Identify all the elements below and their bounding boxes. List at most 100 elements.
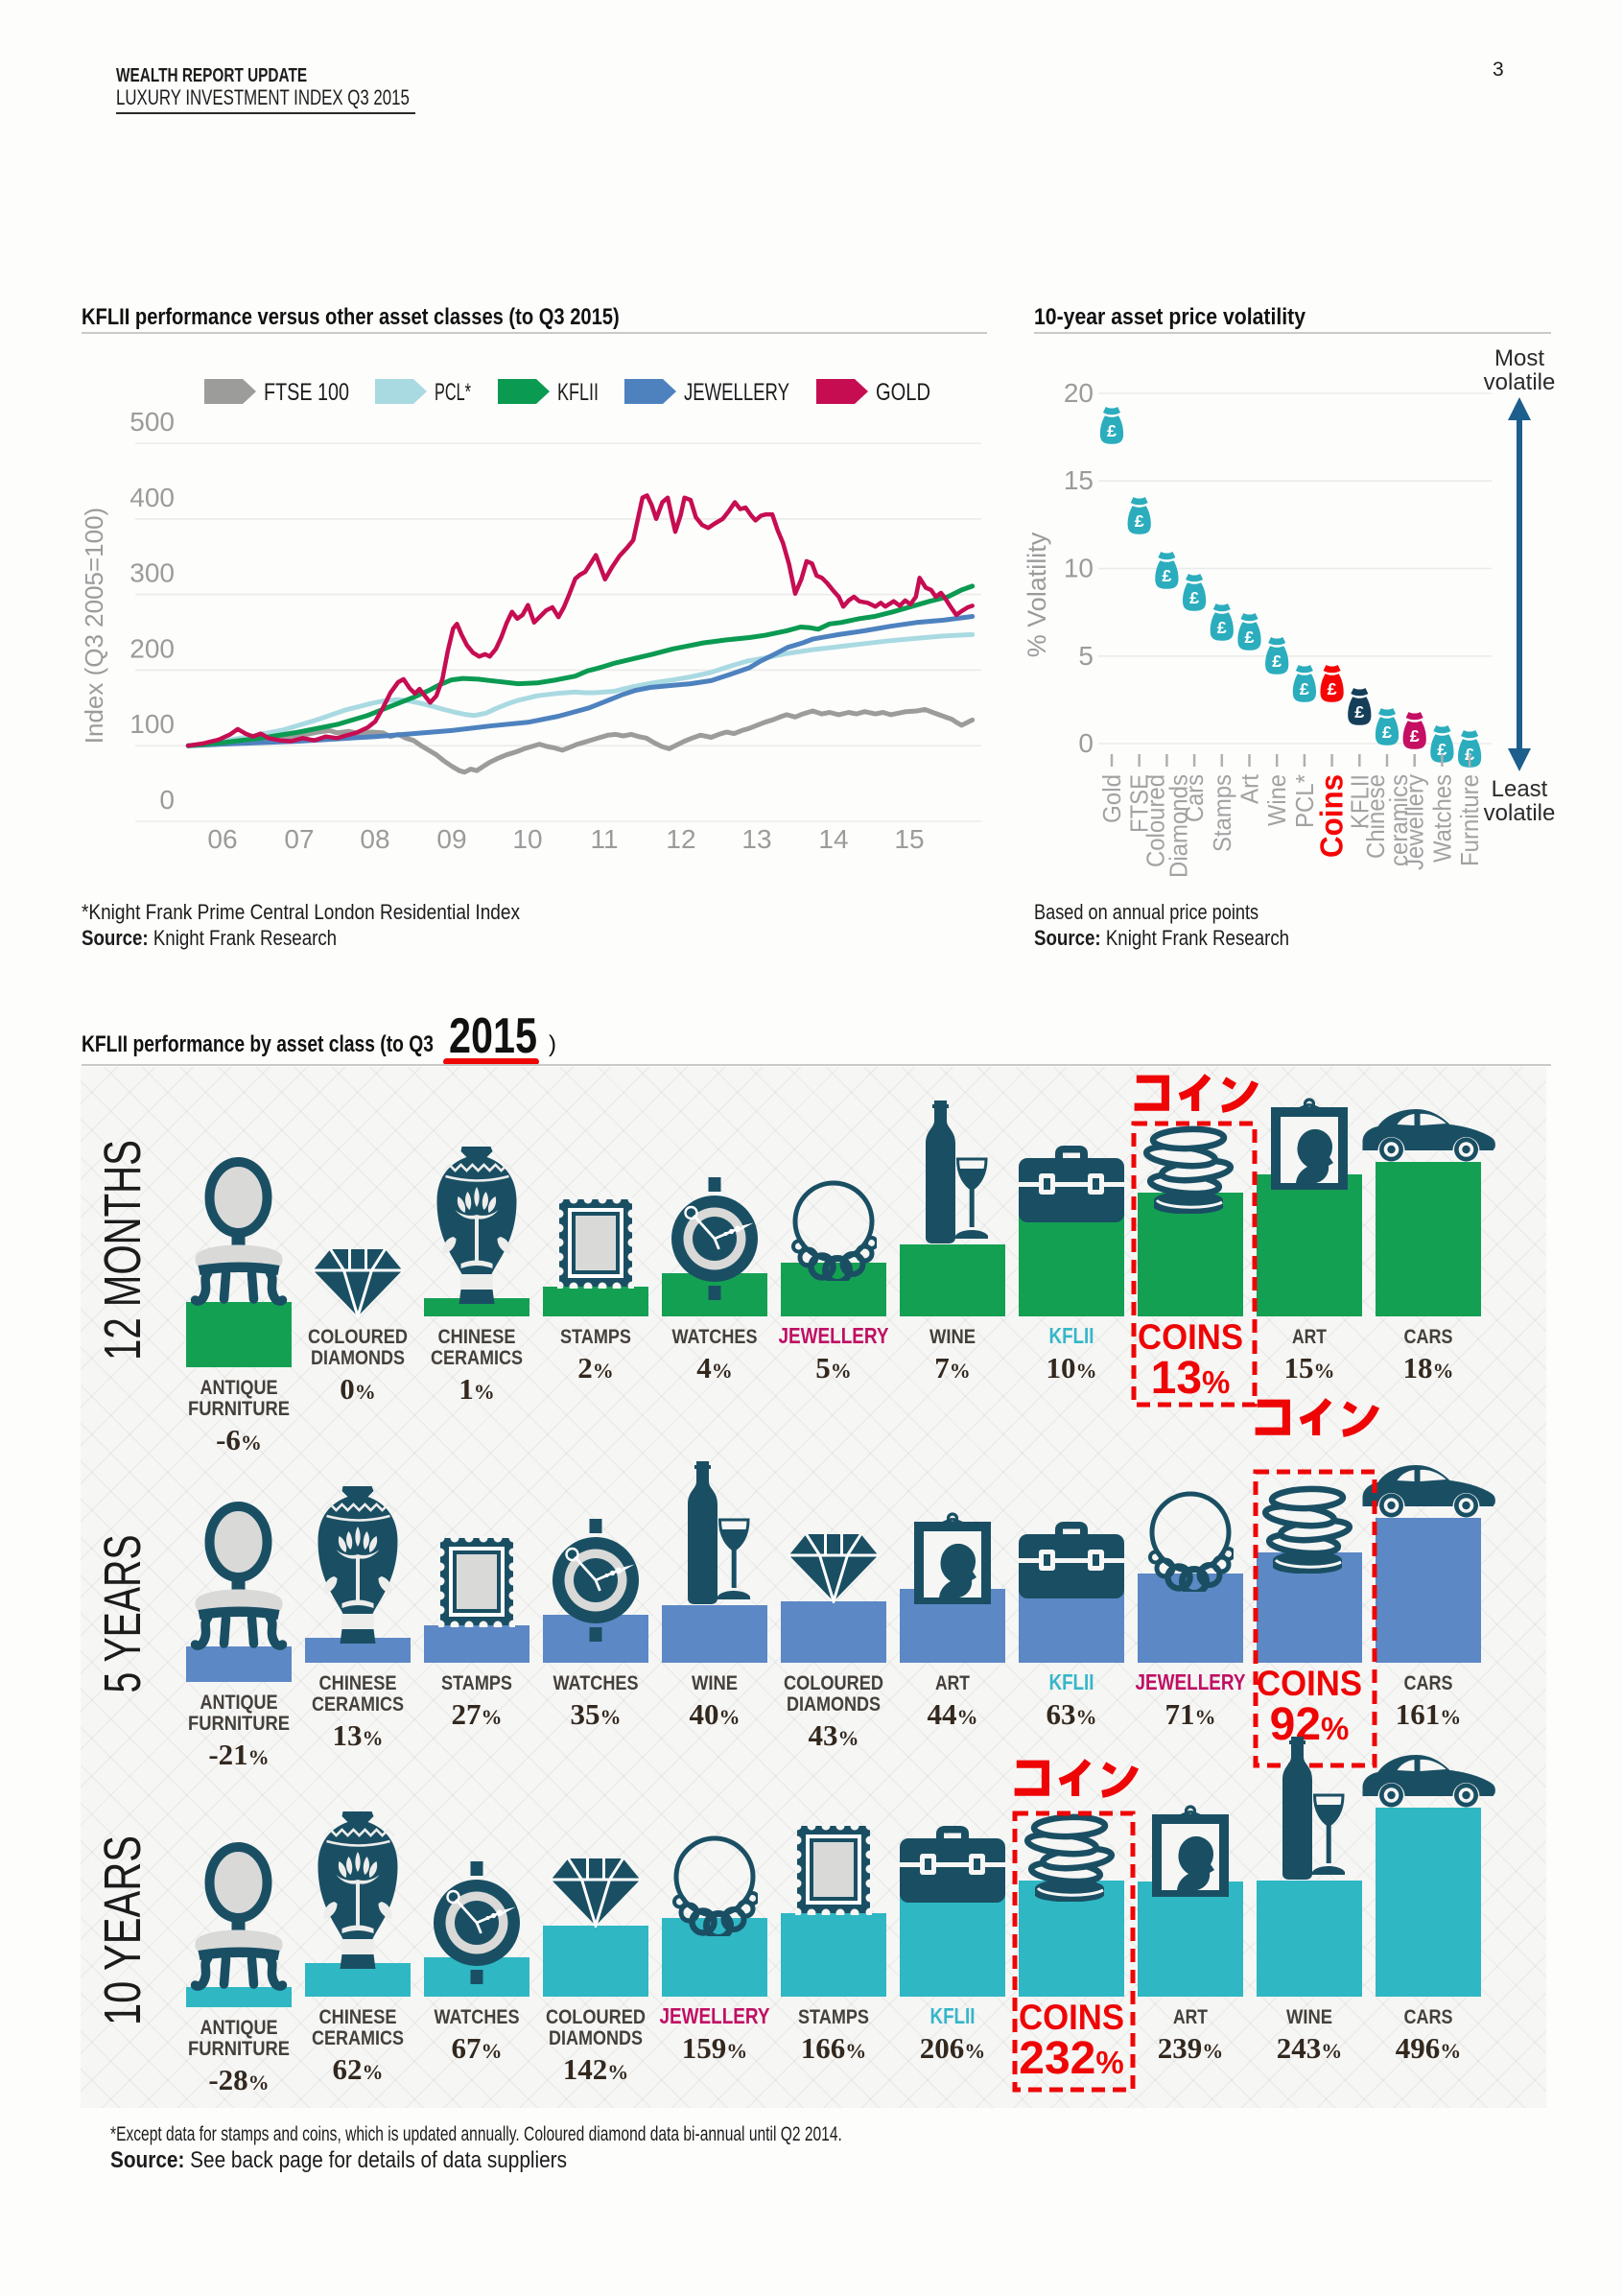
svg-text:300: 300 [129,558,175,588]
svg-text:10: 10 [512,824,542,854]
svg-text:KFLII: KFLII [930,2003,976,2028]
svg-text:239%: 239% [1158,2031,1224,2065]
svg-text:0: 0 [1078,728,1094,758]
svg-text:DIAMONDS: DIAMONDS [311,1346,405,1369]
svg-text:10%: 10% [1047,1351,1097,1385]
svg-text:1%: 1% [459,1372,495,1406]
svg-text:43%: 43% [809,1718,859,1752]
svg-text:496%: 496% [1396,2031,1462,2065]
svg-text:KFLII: KFLII [557,379,599,406]
svg-text:CHINESE: CHINESE [319,1671,397,1694]
svg-text:DIAMONDS: DIAMONDS [787,1692,881,1716]
svg-text:PCL*: PCL* [1290,774,1319,828]
svg-text:08: 08 [360,824,389,854]
svg-text:% Volatility: % Volatility [1023,532,1051,657]
svg-text:2%: 2% [577,1351,614,1385]
svg-text:ART: ART [935,1671,970,1694]
svg-text:volatile: volatile [1484,369,1556,395]
svg-text:35%: 35% [571,1697,622,1731]
svg-text:0%: 0% [340,1372,376,1406]
svg-text:WATCHES: WATCHES [435,2005,520,2028]
svg-text:COLOURED: COLOURED [308,1325,408,1348]
svg-text:JEWELLERY: JEWELLERY [684,379,789,406]
svg-text:200: 200 [129,633,175,663]
svg-text:ART: ART [1292,1325,1327,1348]
svg-text:44%: 44% [928,1697,978,1731]
svg-text:WATCHES: WATCHES [553,1671,639,1694]
svg-text:COLOURED: COLOURED [546,2005,646,2028]
svg-text:CARS: CARS [1404,1671,1453,1694]
svg-text:KFLII: KFLII [1049,1323,1094,1348]
svg-text:PCL*: PCL* [435,379,471,406]
svg-text:COINS: COINS [1019,1998,1124,2037]
svg-text:WINE: WINE [692,1671,738,1694]
svg-text:232%: 232% [1019,2033,1123,2084]
svg-text:15: 15 [894,824,924,854]
svg-text:FURNITURE: FURNITURE [188,2037,290,2060]
svg-text:Art: Art [1235,773,1264,804]
svg-text:166%: 166% [801,2031,867,2065]
svg-text:13%: 13% [333,1718,384,1752]
svg-text:WINE: WINE [1286,2005,1332,2028]
svg-text:WINE: WINE [929,1325,976,1348]
svg-text:volatile: volatile [1484,800,1556,826]
svg-text:15: 15 [1064,465,1094,495]
svg-text:JEWELLERY: JEWELLERY [1136,1669,1246,1694]
svg-text:14: 14 [818,824,848,854]
svg-text:KFLII: KFLII [1049,1669,1094,1694]
svg-text:Stamps: Stamps [1208,774,1236,852]
svg-text:Gold: Gold [1097,774,1126,823]
svg-text:100: 100 [129,709,175,739]
svg-text:12 MONTHS: 12 MONTHS [94,1140,152,1361]
svg-text:40%: 40% [690,1697,741,1731]
svg-text:Coloured: Coloured [1141,774,1169,867]
svg-text:ANTIQUE: ANTIQUE [200,1691,278,1714]
svg-text:JEWELLERY: JEWELLERY [779,1323,889,1348]
svg-text:FURNITURE: FURNITURE [188,1397,290,1420]
svg-text:Furniture: Furniture [1455,774,1484,866]
svg-text:0: 0 [159,785,175,815]
svg-text:Cars: Cars [1180,774,1209,822]
svg-text:11: 11 [590,824,618,854]
svg-text:5%: 5% [815,1351,852,1385]
svg-text:27%: 27% [452,1697,503,1731]
svg-text:10: 10 [1064,554,1094,583]
svg-text:FTSE: FTSE [1125,774,1154,833]
svg-text:Least: Least [1492,776,1548,802]
svg-text:92%: 92% [1270,1699,1350,1750]
svg-text:Jewellery: Jewellery [1400,774,1429,870]
svg-text:Coins: Coins [1314,774,1350,858]
svg-text:CARS: CARS [1404,2005,1453,2028]
svg-text:GOLD: GOLD [876,379,930,406]
svg-text:Diamonds: Diamonds [1164,774,1192,878]
svg-text:18%: 18% [1403,1351,1454,1385]
svg-text:20: 20 [1064,378,1094,408]
svg-text:JEWELLERY: JEWELLERY [660,2003,770,2028]
svg-text:FURNITURE: FURNITURE [188,1712,290,1735]
svg-text:COINS: COINS [1257,1664,1362,1703]
svg-text:12: 12 [666,824,695,854]
svg-text:CERAMICS: CERAMICS [312,1692,404,1716]
svg-text:13: 13 [741,824,771,854]
svg-text:15%: 15% [1284,1351,1335,1385]
svg-text:5: 5 [1078,641,1094,671]
svg-text:-28%: -28% [208,2063,269,2096]
svg-text:06: 06 [207,824,237,854]
svg-text:63%: 63% [1047,1697,1097,1731]
svg-text:WATCHES: WATCHES [672,1325,758,1348]
svg-text:159%: 159% [682,2031,748,2065]
svg-text:62%: 62% [333,2052,384,2086]
svg-text:CERAMICS: CERAMICS [312,2026,404,2049]
svg-text:CHINESE: CHINESE [438,1325,516,1348]
svg-text:ANTIQUE: ANTIQUE [200,2016,278,2039]
svg-text:CHINESE: CHINESE [319,2005,397,2028]
svg-text:COLOURED: COLOURED [784,1671,883,1694]
svg-text:ART: ART [1173,2005,1208,2028]
svg-text:09: 09 [436,824,466,854]
svg-text:-21%: -21% [208,1738,269,1771]
svg-text:ceramics: ceramics [1384,774,1413,866]
svg-text:-6%: -6% [216,1423,262,1456]
svg-text:161%: 161% [1396,1697,1462,1731]
svg-text:142%: 142% [563,2052,629,2086]
svg-text:Index (Q3 2005=100): Index (Q3 2005=100) [81,508,108,744]
